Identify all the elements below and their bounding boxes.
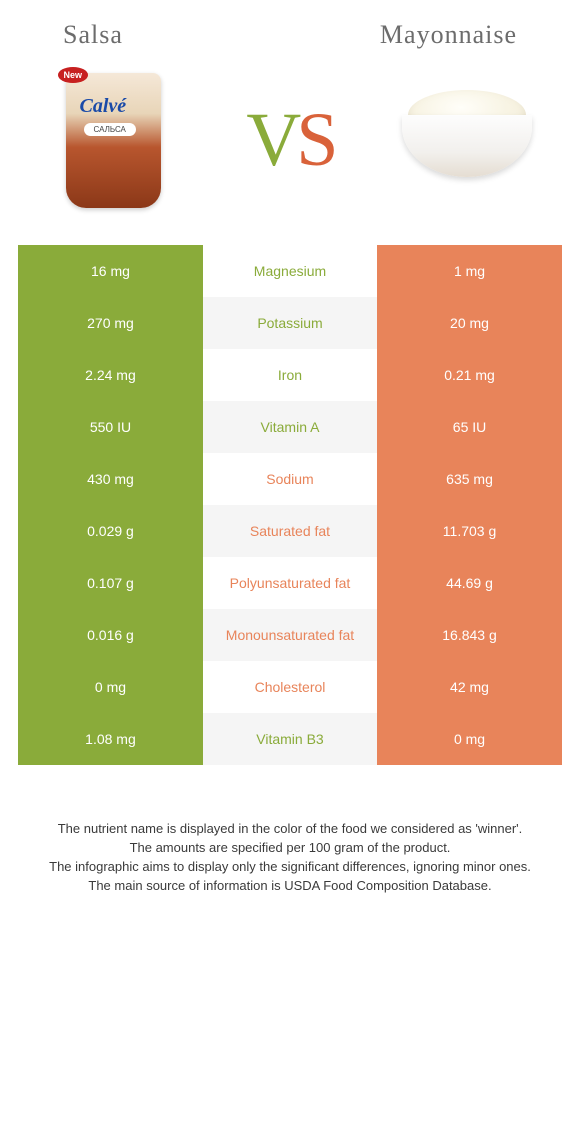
right-value-cell: 1 mg: [377, 245, 562, 297]
right-value-cell: 635 mg: [377, 453, 562, 505]
right-value-cell: 16.843 g: [377, 609, 562, 661]
comparison-table: 16 mgMagnesium1 mg270 mgPotassium20 mg2.…: [18, 245, 562, 765]
right-title: Mayonnaise: [380, 20, 517, 50]
table-row: 2.24 mgIron0.21 mg: [18, 349, 562, 401]
table-row: 430 mgSodium635 mg: [18, 453, 562, 505]
right-value-cell: 0 mg: [377, 713, 562, 765]
footer-line: The nutrient name is displayed in the co…: [33, 820, 547, 839]
salsa-pouch-icon: Calvé САЛЬСА: [66, 73, 161, 208]
right-value-cell: 65 IU: [377, 401, 562, 453]
right-value-cell: 20 mg: [377, 297, 562, 349]
mayo-bowl-icon: [402, 98, 532, 183]
vs-s-letter: S: [296, 97, 333, 184]
vs-text: VS: [246, 97, 333, 184]
nutrient-label-cell: Cholesterol: [203, 661, 377, 713]
footer-line: The infographic aims to display only the…: [33, 858, 547, 877]
left-value-cell: 0.107 g: [18, 557, 203, 609]
salsa-product-label: САЛЬСА: [84, 123, 136, 136]
table-row: 0 mgCholesterol42 mg: [18, 661, 562, 713]
vs-row: Calvé САЛЬСА VS: [18, 65, 562, 245]
left-value-cell: 0.016 g: [18, 609, 203, 661]
nutrient-label-cell: Vitamin A: [203, 401, 377, 453]
left-title: Salsa: [63, 20, 123, 50]
infographic-container: Salsa Mayonnaise Calvé САЛЬСА VS 16 mgMa…: [0, 0, 580, 925]
right-value-cell: 42 mg: [377, 661, 562, 713]
footer-line: The amounts are specified per 100 gram o…: [33, 839, 547, 858]
left-value-cell: 0.029 g: [18, 505, 203, 557]
table-row: 16 mgMagnesium1 mg: [18, 245, 562, 297]
table-row: 550 IUVitamin A65 IU: [18, 401, 562, 453]
right-value-cell: 11.703 g: [377, 505, 562, 557]
table-row: 270 mgPotassium20 mg: [18, 297, 562, 349]
left-value-cell: 0 mg: [18, 661, 203, 713]
left-value-cell: 550 IU: [18, 401, 203, 453]
right-value-cell: 0.21 mg: [377, 349, 562, 401]
right-value-cell: 44.69 g: [377, 557, 562, 609]
left-value-cell: 2.24 mg: [18, 349, 203, 401]
left-product-image: Calvé САЛЬСА: [48, 65, 178, 215]
table-row: 1.08 mgVitamin B30 mg: [18, 713, 562, 765]
nutrient-label-cell: Magnesium: [203, 245, 377, 297]
table-row: 0.016 gMonounsaturated fat16.843 g: [18, 609, 562, 661]
left-value-cell: 16 mg: [18, 245, 203, 297]
nutrient-label-cell: Potassium: [203, 297, 377, 349]
nutrient-label-cell: Polyunsaturated fat: [203, 557, 377, 609]
nutrient-label-cell: Monounsaturated fat: [203, 609, 377, 661]
comparison-table-body: 16 mgMagnesium1 mg270 mgPotassium20 mg2.…: [18, 245, 562, 765]
vs-v-letter: V: [246, 97, 296, 184]
nutrient-label-cell: Saturated fat: [203, 505, 377, 557]
left-value-cell: 270 mg: [18, 297, 203, 349]
nutrient-label-cell: Vitamin B3: [203, 713, 377, 765]
left-value-cell: 1.08 mg: [18, 713, 203, 765]
left-value-cell: 430 mg: [18, 453, 203, 505]
table-row: 0.029 gSaturated fat11.703 g: [18, 505, 562, 557]
table-row: 0.107 gPolyunsaturated fat44.69 g: [18, 557, 562, 609]
nutrient-label-cell: Iron: [203, 349, 377, 401]
header-row: Salsa Mayonnaise: [18, 20, 562, 65]
right-product-image: [402, 65, 532, 215]
salsa-brand-label: Calvé: [80, 95, 127, 118]
footer-notes: The nutrient name is displayed in the co…: [18, 765, 562, 905]
nutrient-label-cell: Sodium: [203, 453, 377, 505]
footer-line: The main source of information is USDA F…: [33, 877, 547, 896]
